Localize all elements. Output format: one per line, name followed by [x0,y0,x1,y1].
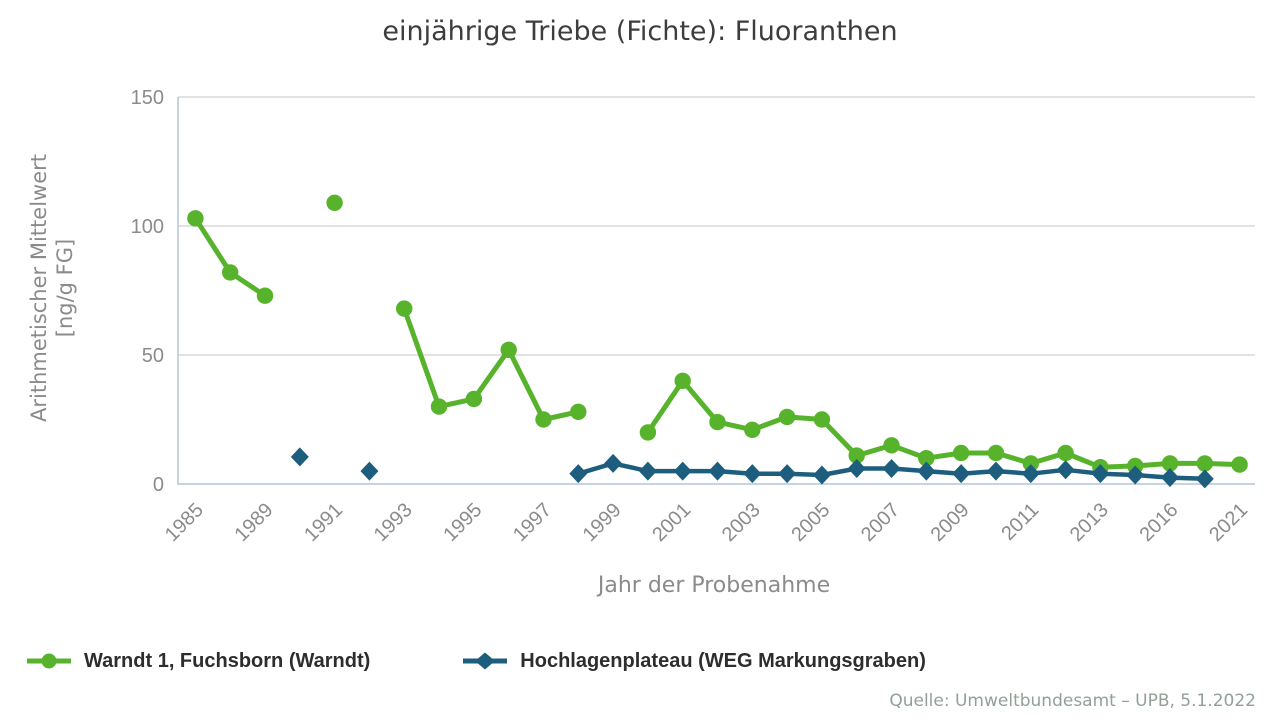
data-point-circle [570,403,587,420]
data-point-circle [848,447,865,464]
data-point-diamond [986,461,1005,481]
data-point-circle [326,194,343,211]
data-point-diamond [1091,464,1110,484]
data-point-circle [465,390,483,408]
data-point-circle [674,372,691,389]
data-point-diamond [1160,468,1179,488]
x-tick-label: 1989 [231,499,278,546]
data-point-circle [500,341,517,358]
x-tick-label: 1985 [161,499,208,546]
x-tick-label: 2003 [718,499,765,546]
data-point-circle [1057,444,1074,462]
x-tick-label: 1993 [370,499,417,546]
y-tick-label: 150 [131,87,164,109]
data-point-diamond [743,464,762,484]
data-point-diamond [1195,469,1214,489]
data-point-diamond [708,461,727,481]
y-axis-title-line2: [ng/g FG] [53,239,77,337]
y-tick-label: 50 [142,345,164,367]
chart-legend: Warndt 1, Fuchsborn (Warndt) Hochlagenpl… [26,645,926,677]
x-tick-label: 2011 [997,499,1043,545]
x-tick-label: 2021 [1205,499,1252,546]
data-point-circle [222,264,239,281]
plot-area: Arithmetischer Mittelwert [ng/g FG] Jahr… [27,87,1255,598]
data-point-circle [256,287,274,304]
chart-title: einjährige Triebe (Fichte): Fluoranthen [382,16,898,47]
data-point-circle [1196,455,1214,472]
data-point-diamond [638,461,657,481]
legend-label: Hochlagenplateau (WEG Markungsgraben) [520,649,926,672]
data-point-circle [813,411,831,428]
x-tick-label: 1991 [300,499,347,546]
data-point-circle [639,424,657,441]
y-tick-label: 100 [131,216,164,238]
legend-item-hochlagenplateau: Hochlagenplateau (WEG Markungsgraben) [462,650,926,673]
data-point-circle [778,408,796,426]
data-point-circle [987,444,1005,462]
x-axis-title: Jahr der Probenahme [596,573,830,598]
data-point-diamond [847,459,866,479]
data-point-circle [187,210,204,227]
x-tick-label: 1995 [439,499,486,546]
data-point-diamond [882,459,901,479]
x-tick-label: 1997 [509,499,556,546]
data-point-circle [396,300,413,317]
data-point-diamond [290,447,309,467]
data-point-diamond [812,465,831,485]
data-point-diamond [569,464,588,484]
data-point-circle [535,411,552,428]
data-point-circle [1231,456,1248,473]
y-axis-title-line1: Arithmetischer Mittelwert [27,154,51,422]
data-point-circle [744,421,761,438]
x-tick-label: 1999 [579,499,626,546]
legend-label: Warndt 1, Fuchsborn (Warndt) [84,649,371,672]
legend-item-warndt: Warndt 1, Fuchsborn (Warndt) [26,650,370,673]
legend-marker-circle-icon [27,653,71,669]
data-point-circle [918,450,935,467]
data-point-diamond [673,461,692,481]
plot-series-layer: 0 50 100 150 1985 1989 1991 1993 1995 1997 1999 200… [131,87,1255,546]
x-tick-label: 2001 [648,499,695,546]
data-point-diamond [1126,465,1145,485]
y-tick-label: 0 [153,474,164,496]
data-point-circle [883,437,900,454]
source-attribution: Quelle: Umweltbundesamt – UPB, 5.1.2022 [889,691,1256,711]
data-point-diamond [360,461,379,481]
x-tick-label: 2007 [857,499,904,546]
data-point-diamond [917,461,936,481]
data-point-circle [709,413,726,431]
data-point-diamond [604,453,623,473]
x-tick-label: 2016 [1136,499,1183,546]
legend-marker-diamond-icon [463,652,508,670]
data-point-circle [1161,455,1179,472]
data-point-circle [430,398,448,415]
data-point-diamond [778,464,797,484]
x-tick-label: 2013 [1066,499,1113,546]
data-point-diamond [1056,460,1075,480]
x-tick-label: 2005 [787,499,834,546]
x-tick-label: 2009 [927,499,974,546]
data-point-diamond [1021,464,1040,484]
data-point-circle [1022,455,1039,472]
data-point-diamond [952,464,971,484]
data-point-circle [952,444,970,462]
